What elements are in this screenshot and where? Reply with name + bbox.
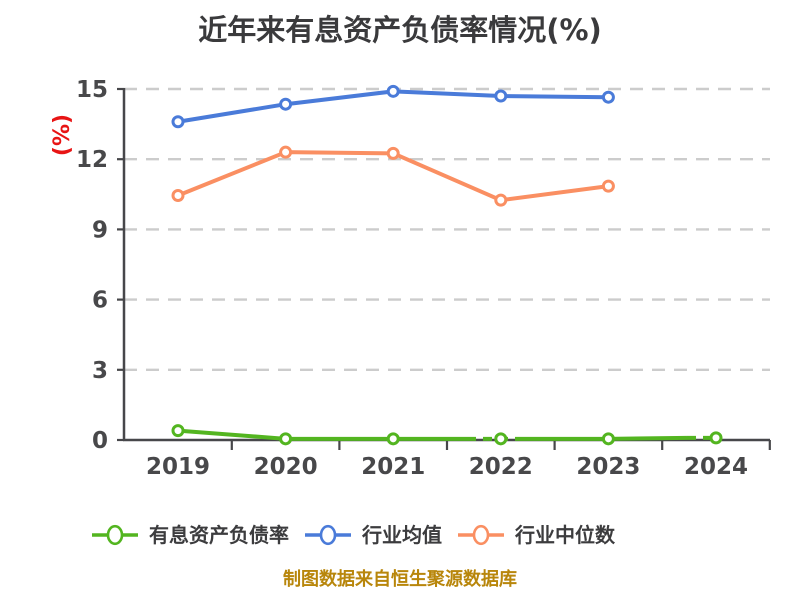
legend-label: 行业中位数 <box>515 523 615 547</box>
y-tick-label: 15 <box>76 77 108 103</box>
chart-title: 近年来有息资产负债率情况(%) <box>198 13 602 47</box>
industry-mean-marker <box>386 84 400 98</box>
legend-item-industry-mean: 行业均值 <box>305 522 442 548</box>
legend-swatch-blue-line-icon <box>305 524 351 546</box>
industry-mean-marker <box>494 89 508 103</box>
y-tick-label: 9 <box>92 217 108 243</box>
interest-bearing-ratio-marker <box>386 432 400 446</box>
legend-label: 有息资产负债率 <box>149 523 289 547</box>
legend-label: 行业均值 <box>362 523 442 547</box>
interest-bearing-ratio-marker <box>279 432 293 446</box>
legend-item-industry-median: 行业中位数 <box>458 522 615 548</box>
x-axis-year-label: 2020 <box>254 454 318 480</box>
chart-legend: 有息资产负债率 行业均值 行业中位数 <box>92 522 615 548</box>
industry-mean-marker <box>601 90 615 104</box>
y-tick-label: 0 <box>92 428 108 454</box>
data-source-note: 制图数据来自恒生聚源数据库 <box>283 569 517 590</box>
industry-median-marker <box>279 145 293 159</box>
interest-bearing-ratio-line <box>177 428 467 441</box>
interest-bearing-ratio-marker <box>171 424 185 438</box>
x-axis-year-label: 2024 <box>684 454 748 480</box>
x-axis-year-label: 2019 <box>146 454 210 480</box>
interest-bearing-ratio-marker <box>709 431 723 445</box>
y-tick-label: 6 <box>92 288 108 314</box>
legend-item-interest-bearing-ratio: 有息资产负债率 <box>92 522 289 548</box>
interest-bearing-ratio-marker <box>494 432 508 446</box>
legend-swatch-green-line-icon <box>92 524 138 546</box>
industry-median-marker <box>601 179 615 193</box>
industry-mean-marker <box>279 97 293 111</box>
industry-mean-marker <box>171 115 185 129</box>
industry-median-marker <box>494 193 508 207</box>
industry-median-marker <box>171 188 185 202</box>
legend-swatch-orange-line-icon <box>458 524 504 546</box>
x-axis-year-label: 2022 <box>469 454 533 480</box>
x-axis-year-label: 2021 <box>361 454 425 480</box>
industry-median-marker <box>386 146 400 160</box>
x-axis-year-label: 2023 <box>576 454 640 480</box>
interest-bearing-ratio-line <box>608 435 688 441</box>
y-tick-label: 12 <box>76 147 108 173</box>
y-tick-label: 3 <box>92 358 108 384</box>
interest-bearing-ratio-marker <box>601 432 615 446</box>
